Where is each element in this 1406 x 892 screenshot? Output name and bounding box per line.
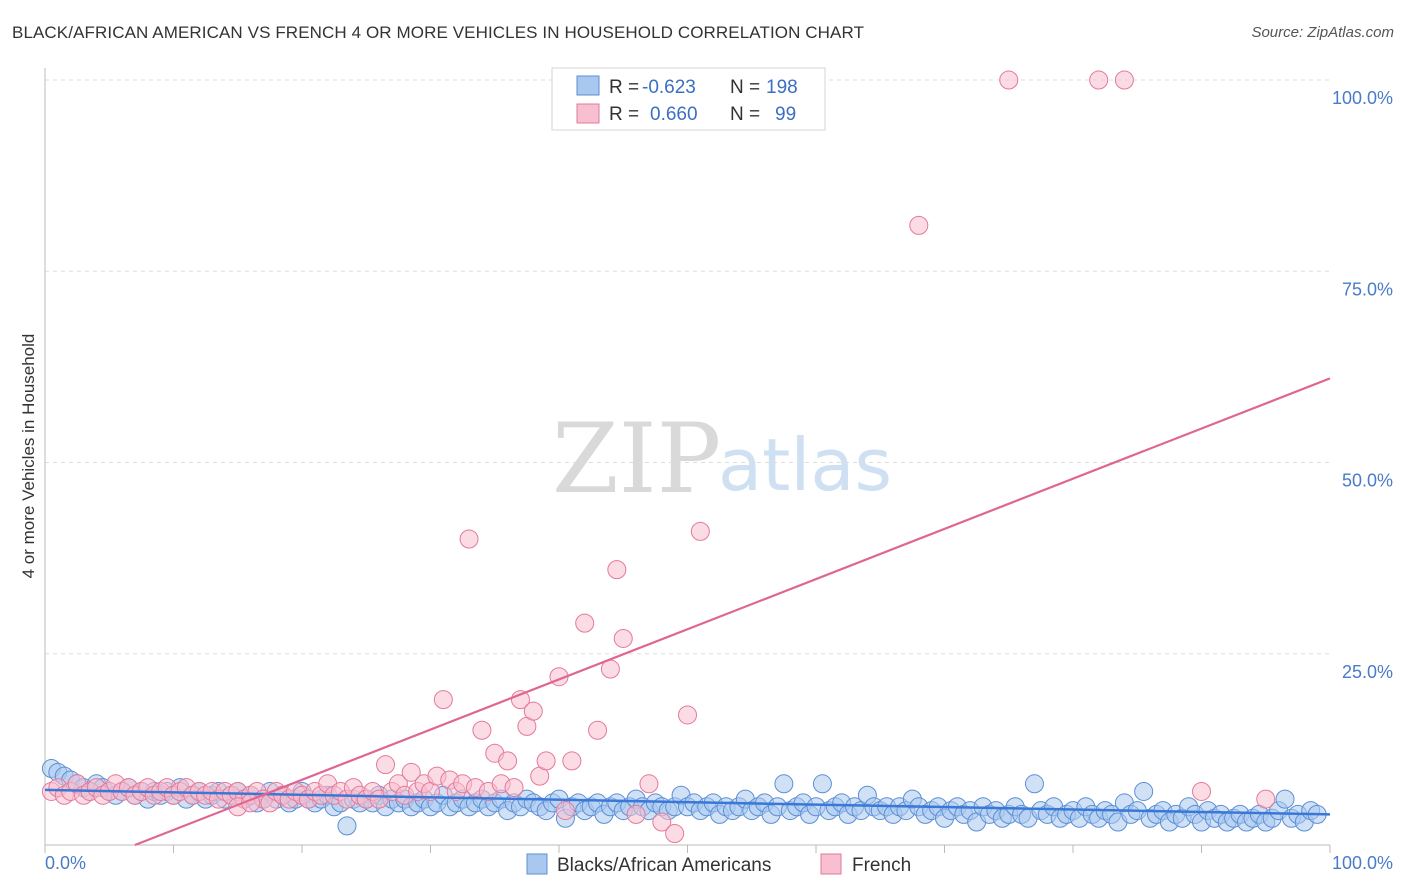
french-point-97 <box>1256 789 1276 809</box>
french-point-71 <box>498 751 518 771</box>
french-point-65 <box>459 529 479 549</box>
legend-n-label-blue: N = <box>730 77 760 98</box>
french-point-77 <box>536 751 556 771</box>
legend-n-label-pink: N = <box>730 104 760 125</box>
blacks-point-46 <box>337 816 357 836</box>
bottom-legend-label-blue: Blacks/African Americans <box>557 855 771 876</box>
y-axis-title: 4 or more Vehicles in Household <box>19 334 38 579</box>
french-point-61 <box>433 690 453 710</box>
x-ticks <box>44 845 1331 853</box>
trend-lines <box>44 377 1331 847</box>
blacks-point-114 <box>774 774 794 794</box>
french-point-93 <box>999 70 1019 90</box>
legend-n-value-pink: 99 <box>775 104 796 125</box>
french-point-67 <box>472 720 492 740</box>
french-point-91 <box>690 521 710 541</box>
trend-line-blacks <box>44 788 1331 816</box>
french-point-82 <box>588 720 608 740</box>
french-point-52 <box>376 755 396 775</box>
source-credit: Source: ZipAtlas.com <box>1251 24 1394 41</box>
watermark-atlas: atlas <box>718 423 892 507</box>
french-point-81 <box>575 613 595 633</box>
french-point-80 <box>562 751 582 771</box>
french-point-95 <box>1114 70 1134 90</box>
x-tick-label-max: 100.0% <box>1332 853 1393 873</box>
legend-r-label-blue: R = <box>609 77 639 98</box>
x-tick-label-min: 0.0% <box>45 853 86 873</box>
legend-swatch-pink <box>576 103 600 124</box>
bottom-legend: Blacks/African Americans French <box>526 853 911 876</box>
french-point-72 <box>504 778 524 798</box>
chart-title: BLACK/AFRICAN AMERICAN VS FRENCH 4 OR MO… <box>12 23 865 42</box>
french-point-79 <box>555 801 575 821</box>
y-tick-label-3: 100.0% <box>1332 88 1393 108</box>
bottom-legend-swatch-pink <box>820 853 842 875</box>
french-point-89 <box>665 824 685 844</box>
legend-n-value-blue: 198 <box>766 77 798 98</box>
y-tick-label-2: 75.0% <box>1342 279 1393 299</box>
gridlines <box>45 79 1330 655</box>
legend-box: R = -0.623 N = 198 R = 0.660 N = 99 <box>551 67 826 131</box>
french-point-86 <box>626 804 646 824</box>
french-point-85 <box>613 628 633 648</box>
y-tick-label-0: 25.0% <box>1342 662 1393 682</box>
blacks-point-170 <box>1134 781 1154 801</box>
french-point-90 <box>678 705 697 725</box>
blacks-point-120 <box>812 774 832 794</box>
y-tick-label-1: 50.0% <box>1342 471 1393 491</box>
french-point-94 <box>1089 70 1109 90</box>
french-point-92 <box>909 215 929 235</box>
french-point-87 <box>639 774 659 794</box>
legend-r-value-blue: -0.623 <box>642 77 696 98</box>
bottom-legend-label-pink: French <box>852 855 911 876</box>
y-tick-labels: 25.0% 50.0% 75.0% 100.0% <box>1332 88 1393 682</box>
french-point-56 <box>401 762 421 782</box>
bottom-legend-swatch-blue <box>526 853 548 875</box>
trend-line-french <box>134 377 1331 847</box>
legend-r-label-pink: R = <box>609 104 639 125</box>
french-point-75 <box>523 701 543 721</box>
legend-r-value-pink: 0.660 <box>650 104 698 125</box>
french-point-84 <box>607 560 627 580</box>
french-point-96 <box>1192 781 1211 801</box>
blacks-point-192 <box>1275 789 1295 809</box>
french-point-88 <box>652 812 672 832</box>
watermark-zip: ZIP <box>552 403 721 515</box>
blacks-point-153 <box>1024 774 1044 794</box>
legend-swatch-blue <box>576 75 600 96</box>
